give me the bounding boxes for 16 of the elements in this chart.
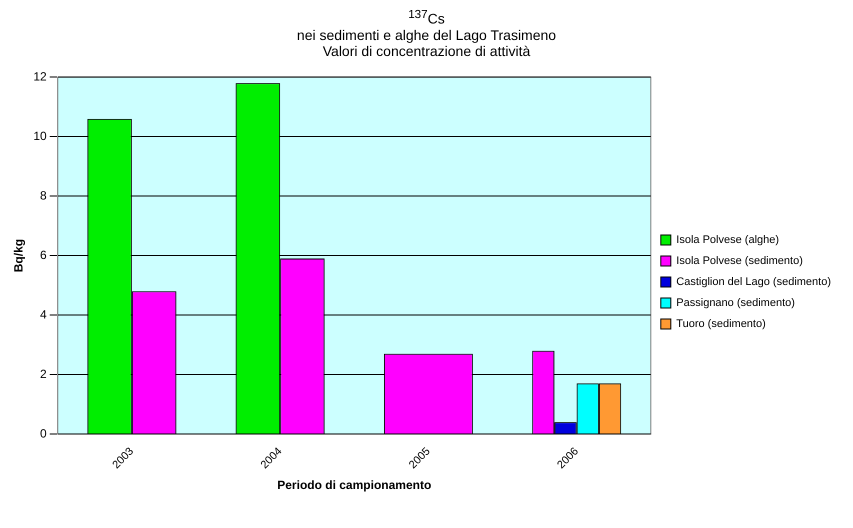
- y-tick-label: 12: [33, 69, 48, 84]
- legend-label: Tuoro (sedimento): [676, 318, 766, 330]
- chart-subtitle: nei sedimenti e alghe del Lago Trasimeno Valori di concentrazione di attività: [296, 26, 558, 59]
- y-tick-label: 6: [40, 248, 48, 262]
- y-tick-label: 0: [40, 426, 48, 440]
- legend-label: Passignano (sedimento): [676, 296, 795, 309]
- y-tick-label: 2: [40, 366, 48, 380]
- legend-label: Isola Polvese (sedimento): [676, 254, 803, 267]
- x-axis-title: Periodo di campionamento: [277, 478, 432, 492]
- y-tick-label: 10: [33, 128, 48, 143]
- legend-label: Castiglion del Lago (sedimento): [676, 276, 832, 288]
- y-tick-label: 4: [40, 307, 48, 322]
- y-axis-title: Bq/kg: [12, 238, 26, 272]
- chart-title: $^{137}$Cs: [407, 8, 446, 27]
- legend-label: Isola Polvese (alghe): [676, 234, 780, 246]
- y-tick-label: 8: [40, 188, 48, 202]
